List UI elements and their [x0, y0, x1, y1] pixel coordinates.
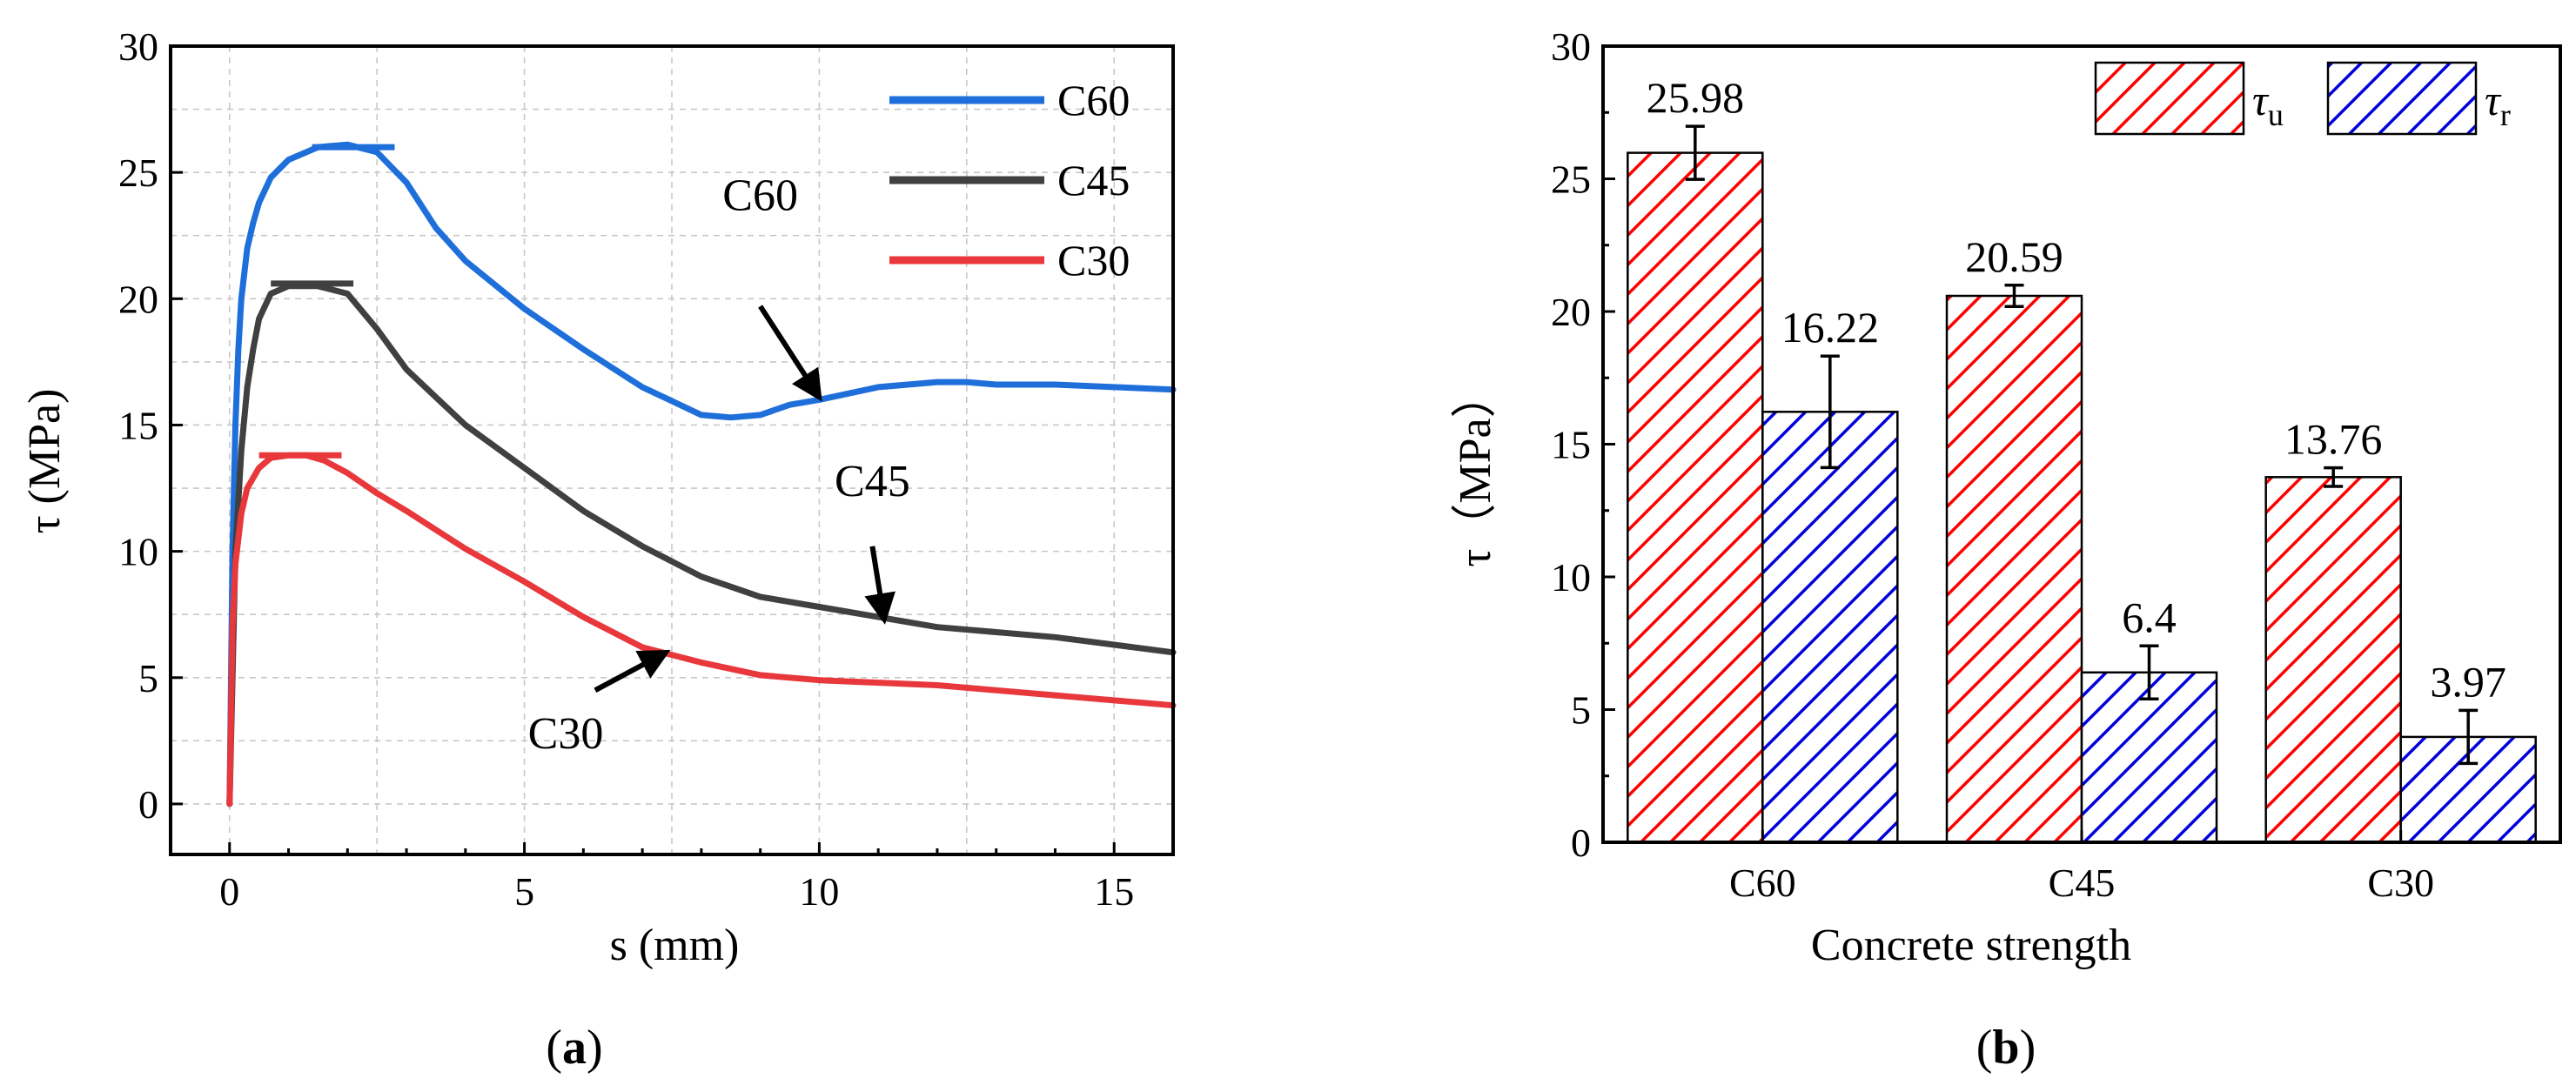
- a-legend-label: C60: [1057, 76, 1130, 124]
- panel-b-bar-chart: 25.98 16.22 20.59 6.4 13.76 3.97 0 5 10 15 20 25 30…: [1451, 24, 2562, 1075]
- a-annotation-label: C45: [835, 457, 910, 506]
- b-bar-C60-tau-u: [1627, 151, 1764, 844]
- b-axis-ticks: 0 5 10 15 20 25 30 C60 C45 C30: [1551, 24, 2434, 905]
- b-data-labels: 25.98 16.22 20.59 6.4 13.76 3.97: [1647, 73, 2506, 706]
- a-annotation-label: C30: [528, 709, 604, 759]
- b-bar-C60-tau-r: [1761, 411, 1899, 844]
- a-y-tick-label: 25: [118, 151, 158, 195]
- b-legend: τu τr: [2094, 61, 2511, 136]
- a-x-tick-label: 0: [219, 869, 239, 914]
- b-x-tick-label: C60: [1729, 861, 1796, 905]
- a-legend-label: C45: [1057, 156, 1130, 204]
- a-series-C60-line: [226, 141, 1177, 807]
- b-bar-C45-tau-r: [2080, 671, 2218, 844]
- b-y-tick-label: 20: [1551, 290, 1591, 334]
- a-legend: C60 C45 C30: [889, 76, 1130, 285]
- a-y-axis-title: τ (MPa): [20, 389, 70, 534]
- b-bar-C30-tau-u: [2264, 476, 2402, 844]
- b-y-tick-label: 25: [1551, 157, 1591, 202]
- b-y-tick-label: 5: [1571, 688, 1591, 733]
- a-y-tick-label: 20: [118, 277, 158, 321]
- b-legend-symbol: τ: [2252, 76, 2270, 124]
- panel-a-label: (a): [546, 1021, 602, 1075]
- b-error-bars: [1685, 124, 2479, 766]
- b-bar-C45-tau-u: [1945, 294, 2083, 844]
- a-peak-markers: [258, 144, 395, 459]
- b-y-tick-label: 0: [1571, 821, 1591, 865]
- b-legend-subscript: r: [2500, 97, 2511, 132]
- b-data-label: 6.4: [2122, 593, 2177, 641]
- a-axis-ticks: 0 5 10 15 0 5 10 15 20 25 30: [118, 24, 1175, 914]
- b-legend-swatch-tau-r: [2326, 61, 2478, 136]
- a-x-tick-label: 15: [1094, 869, 1134, 914]
- a-annotation-arrow: [594, 649, 671, 693]
- a-y-tick-label: 10: [118, 530, 158, 574]
- b-data-label: 25.98: [1647, 73, 1745, 122]
- a-annotation-arrow: [864, 546, 896, 625]
- a-x-tick-label: 5: [514, 869, 534, 914]
- b-legend-swatch-tau-u: [2094, 61, 2245, 136]
- a-series-C45-line: [226, 283, 1177, 807]
- a-annotations: C60 C45 C30: [528, 171, 910, 759]
- a-plot-frame: [169, 44, 1175, 856]
- b-legend-label: τr: [2485, 76, 2511, 132]
- b-bars: [1627, 151, 2537, 844]
- a-legend-label: C30: [1057, 236, 1130, 285]
- b-data-label: 16.22: [1781, 303, 1880, 352]
- a-y-tick-label: 5: [138, 656, 158, 700]
- panel-b-label: (b): [1976, 1021, 2036, 1075]
- a-curves: [226, 141, 1177, 807]
- a-annotation-label: C60: [722, 171, 798, 221]
- a-series-C30-line: [226, 452, 1177, 807]
- b-legend-subscript: u: [2268, 97, 2284, 132]
- b-y-tick-label: 30: [1551, 24, 1591, 69]
- b-data-label: 20.59: [1965, 232, 2063, 281]
- b-data-label: 3.97: [2430, 657, 2506, 706]
- b-legend-symbol: τ: [2485, 76, 2502, 124]
- a-x-axis-title: s (mm): [610, 921, 740, 970]
- b-legend-label: τu: [2252, 76, 2284, 132]
- b-data-label: 13.76: [2284, 415, 2383, 464]
- b-x-tick-label: C30: [2367, 861, 2434, 905]
- b-x-tick-label: C45: [2049, 861, 2116, 905]
- a-x-tick-label: 10: [799, 869, 839, 914]
- b-y-tick-label: 10: [1551, 555, 1591, 600]
- panel-a-line-chart: C60 C45 C30 0 5 10 15 0 5 10 15 20 25 30 s (mm) τ (M…: [20, 24, 1177, 1075]
- b-y-axis-title: τ（MPa）: [1451, 372, 1500, 566]
- b-x-axis-title: Concrete strength: [1811, 921, 2131, 970]
- b-y-tick-label: 15: [1551, 423, 1591, 467]
- a-annotation-arrow: [758, 305, 822, 402]
- a-y-tick-label: 0: [138, 782, 158, 827]
- a-y-tick-label: 15: [118, 403, 158, 447]
- a-gridlines: [171, 45, 1173, 854]
- a-y-tick-label: 30: [118, 24, 158, 69]
